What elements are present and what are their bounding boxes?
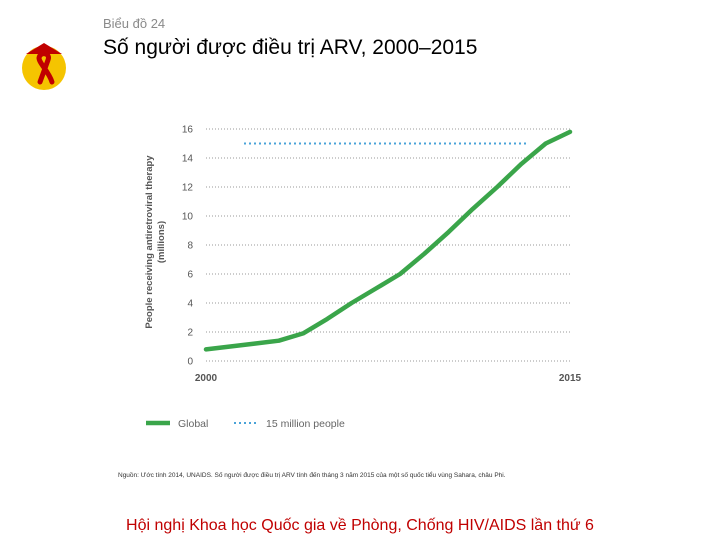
arv-line-chart: 0 2 4 6 8 10 12 14 16 2000 2015 People receiving … bbox=[144, 125, 582, 431]
y-tick-label: 6 bbox=[187, 270, 193, 281]
x-tick-labels: 2000 2015 bbox=[195, 373, 582, 384]
hiv-ribbon-logo bbox=[22, 43, 66, 90]
y-axis-label: People receiving antiretroviral therapy bbox=[144, 155, 155, 329]
y-tick-label: 16 bbox=[182, 125, 194, 136]
y-tick-label: 10 bbox=[182, 212, 194, 223]
y-tick-label: 14 bbox=[182, 154, 194, 165]
y-tick-label: 4 bbox=[187, 299, 193, 310]
x-tick-label: 2000 bbox=[195, 373, 218, 384]
logo-hat bbox=[26, 43, 62, 54]
y-tick-label: 12 bbox=[182, 183, 194, 194]
slide-kicker: Biểu đồ 24 bbox=[103, 16, 166, 31]
y-tick-labels: 0 2 4 6 8 10 12 14 16 bbox=[182, 125, 194, 368]
source-note: Nguồn: Ước tính 2014, UNAIDS. Số người đ… bbox=[118, 472, 506, 479]
legend-label-target: 15 million people bbox=[266, 418, 345, 430]
legend-label-global: Global bbox=[178, 418, 208, 430]
y-tick-label: 8 bbox=[187, 241, 193, 252]
grid-lines bbox=[206, 128, 570, 362]
page-title: Số người được điều trị ARV, 2000–2015 bbox=[103, 36, 478, 59]
red-ribbon-icon bbox=[36, 51, 55, 85]
x-tick-label: 2015 bbox=[559, 373, 582, 384]
conference-footer: Hội nghị Khoa học Quốc gia về Phòng, Chố… bbox=[126, 517, 594, 534]
chart-legend: Global 15 million people bbox=[146, 418, 345, 430]
y-tick-label: 0 bbox=[187, 357, 193, 368]
y-axis-label-units: (millions) bbox=[156, 221, 167, 263]
y-tick-label: 2 bbox=[187, 328, 193, 339]
series-line-global bbox=[203, 129, 573, 352]
